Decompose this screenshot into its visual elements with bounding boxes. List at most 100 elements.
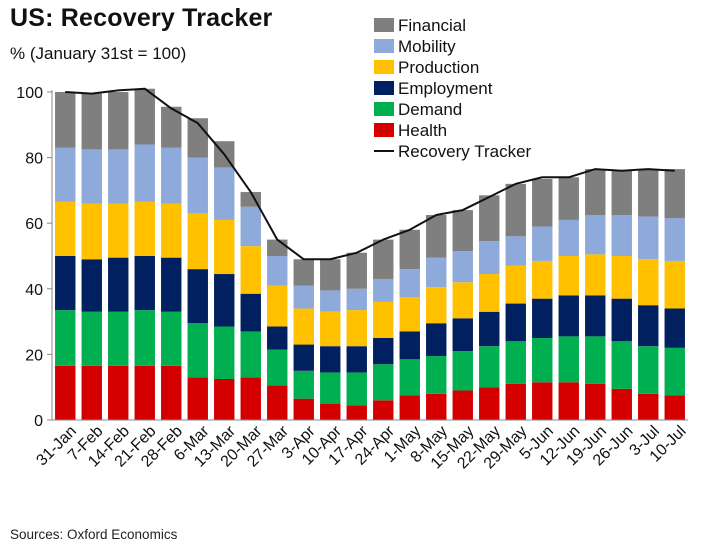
bar-financial xyxy=(638,169,659,217)
y-tick-label: 20 xyxy=(25,347,43,364)
bar-employment xyxy=(108,257,129,312)
bar-production xyxy=(134,201,155,256)
bar-health xyxy=(240,377,261,420)
bar-production xyxy=(161,203,182,258)
bar-health xyxy=(505,383,526,420)
bar-financial xyxy=(346,252,367,289)
bar-health xyxy=(664,395,685,420)
bar-mobility xyxy=(267,256,288,286)
bar-mobility xyxy=(426,257,447,288)
bar-demand xyxy=(532,338,553,383)
bar-financial xyxy=(373,239,394,279)
chart-title: US: Recovery Tracker xyxy=(10,4,273,32)
bar-health xyxy=(585,383,606,420)
bar-employment xyxy=(452,318,473,352)
bar-employment xyxy=(664,308,685,348)
bar-health xyxy=(611,388,632,420)
bar-employment xyxy=(346,346,367,373)
bar-production xyxy=(664,260,685,309)
bar-mobility xyxy=(638,216,659,260)
bar-demand xyxy=(558,336,579,383)
bar-demand xyxy=(346,372,367,406)
bar-mobility xyxy=(320,290,341,312)
bar-demand xyxy=(293,370,314,399)
bar-demand xyxy=(505,341,526,384)
bar-mobility xyxy=(187,157,208,214)
bar-financial xyxy=(399,229,420,270)
bar-production xyxy=(505,265,526,304)
bar-mobility xyxy=(664,218,685,261)
bar-mobility xyxy=(399,269,420,297)
bar-production xyxy=(320,311,341,347)
bar-demand xyxy=(134,310,155,366)
bar-demand xyxy=(585,336,606,384)
source-note: Sources: Oxford Economics xyxy=(10,527,178,542)
bar-demand xyxy=(664,347,685,396)
legend-swatch-demand xyxy=(374,102,394,116)
bar-employment xyxy=(161,257,182,312)
bar-health xyxy=(134,365,155,420)
bar-mobility xyxy=(108,149,129,204)
y-tick-label: 80 xyxy=(25,151,43,168)
legend-label-financial: Financial xyxy=(398,16,466,35)
bar-financial xyxy=(558,177,579,220)
bar-employment xyxy=(293,344,314,371)
bar-mobility xyxy=(214,167,235,220)
bar-health xyxy=(108,365,129,420)
bar-health xyxy=(161,365,182,420)
bar-mobility xyxy=(161,147,182,204)
bar-health xyxy=(346,405,367,420)
legend-swatch-health xyxy=(374,123,394,137)
bar-health xyxy=(373,400,394,420)
bar-employment xyxy=(373,338,394,365)
bar-health xyxy=(479,387,500,420)
y-tick-label: 100 xyxy=(16,85,43,102)
bar-mobility xyxy=(505,236,526,266)
bar-financial xyxy=(611,170,632,215)
bar-demand xyxy=(373,364,394,401)
bar-mobility xyxy=(134,144,155,202)
y-tick-label: 60 xyxy=(25,216,43,233)
bar-employment xyxy=(267,326,288,350)
bar-employment xyxy=(532,298,553,338)
bar-health xyxy=(558,382,579,420)
bar-demand xyxy=(638,346,659,394)
bar-production xyxy=(55,201,76,256)
bar-production xyxy=(532,260,553,299)
y-tick-label: 0 xyxy=(34,413,43,430)
bar-financial xyxy=(134,88,155,145)
bar-financial xyxy=(426,215,447,258)
bar-production xyxy=(214,219,235,275)
bar-mobility xyxy=(240,206,261,247)
bar-health xyxy=(452,390,473,420)
bar-health xyxy=(293,398,314,420)
bar-production xyxy=(638,259,659,306)
bar-mobility xyxy=(81,149,102,204)
bar-demand xyxy=(55,310,76,366)
bar-health xyxy=(399,395,420,420)
bar-financial xyxy=(479,195,500,242)
bar-financial xyxy=(452,210,473,252)
bar-financial xyxy=(55,92,76,148)
bar-production xyxy=(81,203,102,260)
bar-production xyxy=(399,297,420,332)
bar-mobility xyxy=(611,215,632,256)
bar-demand xyxy=(267,349,288,386)
legend-label-employment: Employment xyxy=(398,79,493,98)
bar-health xyxy=(267,385,288,420)
bar-health xyxy=(187,377,208,420)
bar-demand xyxy=(320,372,341,404)
legend-label-production: Production xyxy=(398,58,479,77)
bar-employment xyxy=(55,256,76,311)
bar-production xyxy=(611,256,632,299)
bar-demand xyxy=(187,323,208,378)
bar-mobility xyxy=(293,285,314,309)
legend-label-mobility: Mobility xyxy=(398,37,456,56)
bar-mobility xyxy=(558,219,579,256)
bar-mobility xyxy=(452,251,473,283)
bar-health xyxy=(426,393,447,420)
bar-demand xyxy=(81,311,102,366)
bar-demand xyxy=(426,356,447,394)
bar-financial xyxy=(664,169,685,219)
